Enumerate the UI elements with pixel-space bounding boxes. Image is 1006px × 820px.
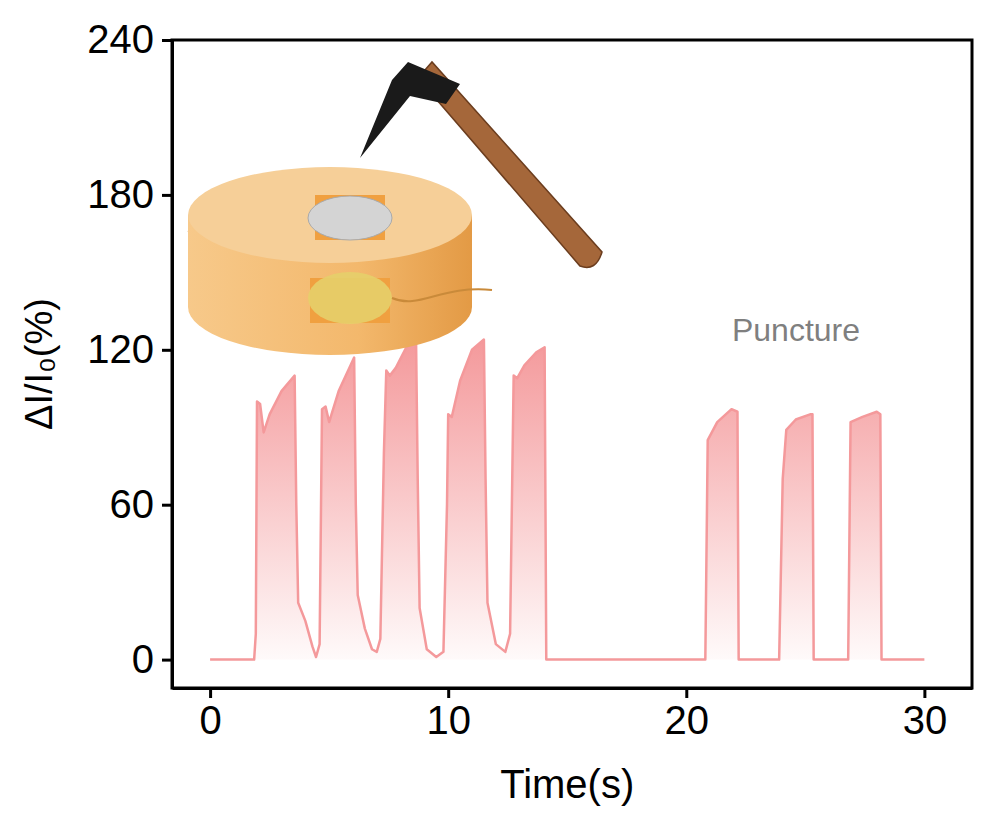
chart: 0 10 20 30 0 60 120 180 240 Puncture Time(s) ΔI/I₀(… (0, 0, 1006, 820)
tick: 10 (426, 688, 471, 742)
marks (210, 339, 924, 659)
annotation: Puncture (732, 312, 860, 348)
tick-mark (923, 688, 926, 698)
tick-mark (162, 39, 172, 42)
tick: 240 (87, 17, 172, 61)
tick-mark (162, 194, 172, 197)
tick: 120 (87, 327, 172, 371)
tick-mark (162, 659, 172, 662)
x-axis: 0 10 20 30 (173, 688, 973, 742)
axis-line (173, 687, 973, 690)
tick-mark (447, 688, 450, 698)
tick-label: 10 (426, 698, 471, 742)
tick: 60 (110, 482, 173, 526)
y-axis-title: ΔI/I₀(%) (18, 298, 60, 430)
tick: 0 (132, 637, 172, 681)
area (210, 339, 924, 659)
tick-mark (162, 349, 172, 352)
plot-frame (172, 40, 972, 688)
tick-label: 0 (132, 637, 154, 681)
tick-label: 20 (665, 698, 710, 742)
axis-line (171, 41, 174, 689)
tick-label: 30 (903, 698, 948, 742)
wire (392, 289, 492, 301)
line (210, 339, 924, 659)
cylinder-bottom (188, 259, 472, 355)
tick-mark (209, 688, 212, 698)
plot: 0 10 20 30 0 60 120 180 240 Puncture (87, 17, 972, 742)
tick: 0 (199, 688, 221, 742)
tick: 180 (87, 172, 172, 216)
cylinder-top (188, 167, 472, 263)
illustration (188, 62, 602, 355)
electrode-top (308, 196, 392, 240)
tick-mark (162, 504, 172, 507)
tick-label: 60 (110, 482, 155, 526)
y-axis: 0 60 120 180 240 (87, 17, 172, 688)
tick-mark (685, 688, 688, 698)
x-axis-title: Time(s) (500, 762, 634, 806)
tick-label: 180 (87, 172, 154, 216)
tick-label: 120 (87, 327, 154, 371)
hammer-head (360, 62, 460, 158)
tick-label: 240 (87, 17, 154, 61)
tick: 20 (665, 688, 710, 742)
electrode-bottom (308, 272, 392, 324)
tick: 30 (903, 688, 948, 742)
tick-label: 0 (199, 698, 221, 742)
